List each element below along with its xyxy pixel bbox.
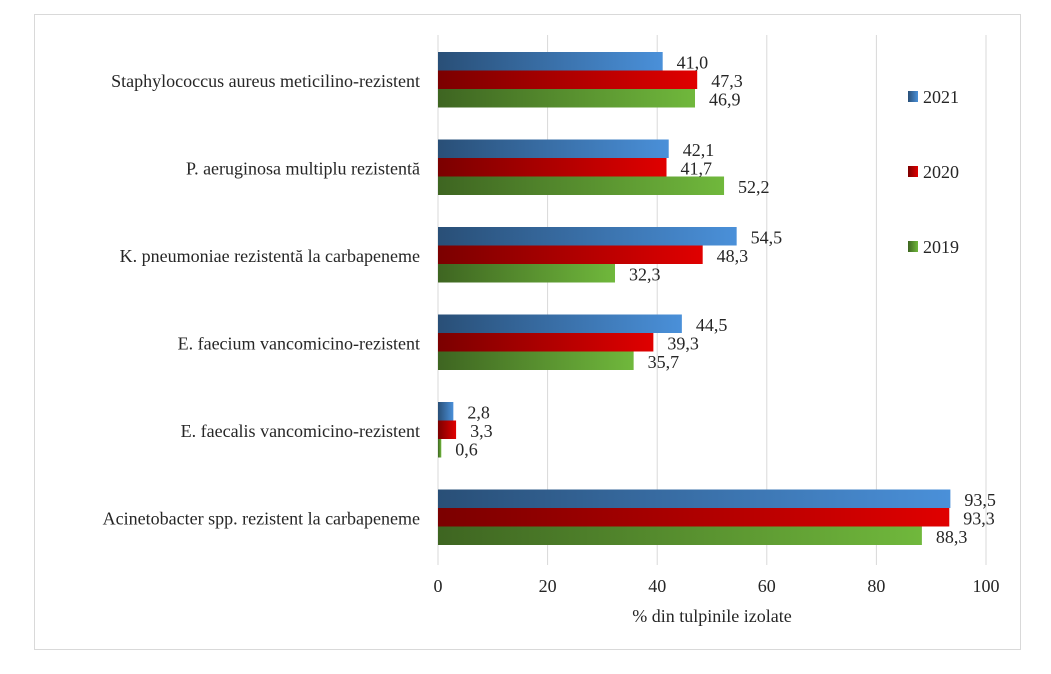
legend-swatch [908,241,918,252]
data-label: 93,3 [963,508,995,528]
bar [438,420,457,439]
legend-swatch [908,91,918,102]
data-label: 48,3 [717,246,749,266]
category-label: E. faecium vancomicino-rezistent [178,333,420,353]
bars [438,52,951,545]
chart-frame [34,14,1021,650]
x-tick-label: 60 [758,576,776,596]
data-label: 47,3 [711,71,743,91]
category-label: E. faecalis vancomicino-rezistent [181,421,420,441]
bar [438,526,922,545]
legend-swatch [908,166,918,177]
legend-label: 2019 [923,237,959,257]
bar [438,52,663,71]
x-tick-label: 80 [867,576,885,596]
data-label: 41,7 [681,158,713,178]
category-label: K. pneumoniae rezistentă la carbapeneme [120,246,420,266]
bar [438,158,667,177]
bar [438,439,442,458]
bar [438,333,654,352]
data-label: 32,3 [629,264,661,284]
bar [438,70,698,89]
category-label: Acinetobacter spp. rezistent la carbapen… [103,508,420,528]
category-label: P. aeruginosa multiplu rezistentă [186,158,420,178]
category-labels: Staphylococcus aureus meticilino-reziste… [103,71,420,529]
x-tick-labels: 0 20 40 60 80 100 [434,576,1000,596]
bar [438,264,616,283]
data-label: 46,9 [709,89,741,109]
data-label: 54,5 [751,227,783,247]
bar [438,176,725,195]
data-label: 93,5 [964,490,996,510]
bar [438,227,737,246]
category-label: Staphylococcus aureus meticilino-reziste… [111,71,420,91]
data-label: 52,2 [738,177,770,197]
grid-lines [437,35,987,565]
bar [438,245,703,264]
legend-label: 2021 [923,87,959,107]
data-label: 3,3 [470,421,493,441]
data-label: 88,3 [936,527,968,547]
x-tick-label: 20 [539,576,557,596]
x-tick-label: 0 [434,576,443,596]
data-label: 35,7 [648,352,680,372]
data-label: 0,6 [455,439,478,459]
data-labels: 41,047,346,9 42,141,7 52,2 54,548,3 32,3 44,5… [455,52,996,547]
x-tick-label: 40 [648,576,666,596]
bar [438,489,951,508]
bar [438,89,696,108]
bar [438,402,454,421]
bar [438,351,634,370]
bar [438,314,682,333]
legend: 2021 2020 2019 [908,87,959,257]
bar [438,139,669,158]
data-label: 44,5 [696,315,728,335]
bar [438,508,950,527]
x-tick-label: 100 [973,576,1000,596]
data-label: 41,0 [677,52,709,72]
x-axis-label: % din tulpinile izolate [632,606,791,626]
data-label: 42,1 [683,140,715,160]
legend-label: 2020 [923,162,959,182]
data-label: 39,3 [667,333,699,353]
data-label: 2,8 [467,402,490,422]
